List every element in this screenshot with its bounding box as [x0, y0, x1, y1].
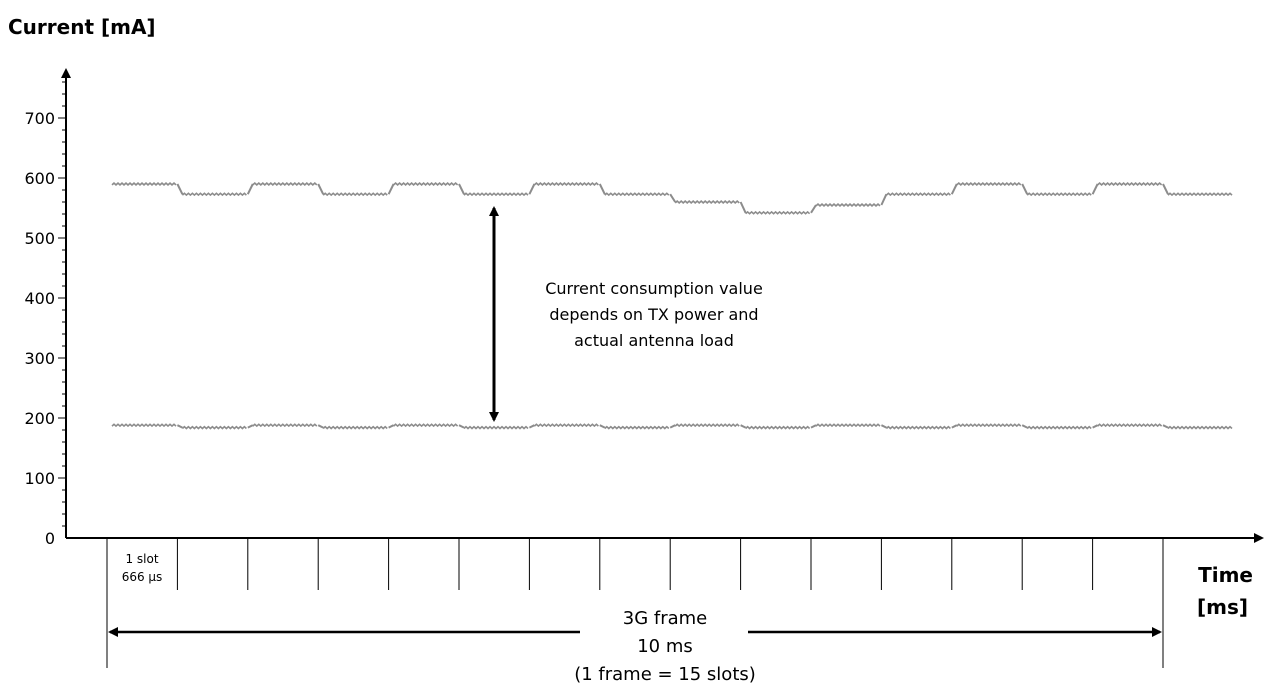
- series-2-transition: [317, 424, 324, 429]
- frame-label-line-2: 10 ms: [637, 636, 693, 657]
- y-tick-label: 100: [24, 469, 55, 488]
- frame-label-line-1: 3G frame: [623, 608, 708, 629]
- series-2-transition: [1092, 424, 1099, 429]
- series-1-transition: [950, 183, 958, 195]
- series-1-point: [533, 182, 599, 186]
- series-2-transition: [810, 424, 817, 429]
- series-1-point: [745, 210, 811, 215]
- series-1-point: [1026, 192, 1092, 197]
- y-tick-label: 200: [24, 409, 55, 428]
- series-2-transition: [176, 424, 183, 429]
- series-1-transition: [528, 183, 536, 195]
- series-1-transition: [598, 183, 606, 195]
- series-2-point: [393, 423, 459, 428]
- series-1-transition: [1021, 183, 1029, 195]
- series-2-point: [252, 423, 318, 428]
- series-2-point: [674, 423, 740, 428]
- series-2-transition: [528, 424, 535, 429]
- series-1-point: [181, 192, 247, 197]
- series-1-transition: [246, 183, 254, 195]
- series-group: [111, 182, 1233, 430]
- series-1-point: [111, 182, 177, 186]
- series-1-point: [322, 192, 388, 197]
- annotation-line-3: actual antenna load: [574, 331, 734, 350]
- y-tick-label: 600: [24, 169, 55, 188]
- series-1-point: [674, 200, 740, 204]
- y-tick-label: 500: [24, 229, 55, 248]
- series-1-point: [252, 182, 318, 186]
- axes: 0 100 200 300 400 500 600 700: [24, 68, 1264, 668]
- slot-label-line-2: 666 µs: [122, 570, 163, 584]
- series-1-transition: [387, 183, 395, 195]
- series-2-transition: [599, 424, 606, 429]
- y-tick-label: 700: [24, 109, 55, 128]
- series-2-point: [533, 423, 599, 428]
- series-1-point: [815, 203, 881, 207]
- series-2-point: [1097, 423, 1163, 428]
- series-2-point: [885, 425, 951, 430]
- series-1-point: [393, 182, 459, 186]
- series-2-point: [181, 425, 247, 430]
- series-2-point: [1167, 425, 1233, 430]
- series-2-point: [111, 423, 177, 428]
- series-2-transition: [388, 424, 395, 429]
- annotation-line-2: depends on TX power and: [549, 305, 758, 324]
- slot-label-line-1: 1 slot: [125, 552, 158, 566]
- series-1-point: [1097, 182, 1163, 186]
- series-2-point: [604, 425, 670, 430]
- series-2-point: [956, 423, 1022, 428]
- series-2-point: [745, 425, 811, 430]
- series-1: [111, 182, 1233, 215]
- series-1-transition: [1091, 183, 1099, 195]
- y-tick-label: 0: [45, 529, 55, 548]
- y-tick-label: 300: [24, 349, 55, 368]
- series-1-point: [1167, 192, 1233, 197]
- series-1-point: [956, 182, 1022, 186]
- series-1-point: [885, 192, 951, 197]
- series-2-point: [463, 425, 529, 430]
- series-1-transition: [880, 193, 888, 206]
- y-axis-title: Current [mA]: [8, 15, 156, 39]
- series-2-transition: [1021, 424, 1028, 429]
- series-2-transition: [247, 424, 254, 429]
- series-1-transition: [458, 183, 465, 195]
- series-2-point: [1026, 425, 1092, 430]
- series-1-transition: [1162, 183, 1169, 195]
- series-2-transition: [951, 424, 958, 429]
- x-axis-title-line1: Time: [1198, 563, 1253, 587]
- series-2-point: [322, 425, 388, 430]
- x-axis-title-line2: [ms]: [1197, 595, 1248, 619]
- series-1-transition: [810, 204, 817, 214]
- annotation-line-1: Current consumption value: [545, 279, 763, 298]
- series-1-point: [604, 192, 670, 197]
- series-2-transition: [880, 424, 887, 429]
- y-tick-label: 400: [24, 289, 55, 308]
- series-1-transition: [669, 193, 677, 203]
- series-2-transition: [458, 424, 465, 429]
- series-2-point: [815, 423, 881, 428]
- series-2-transition: [1162, 424, 1169, 429]
- series-1-transition: [317, 183, 325, 195]
- series-1-transition: [176, 183, 184, 195]
- series-1-transition: [739, 201, 747, 214]
- frame-label-line-3: (1 frame = 15 slots): [574, 664, 756, 685]
- series-2-transition: [669, 424, 676, 429]
- series-1-point: [463, 192, 529, 197]
- series-2-transition: [740, 424, 747, 429]
- series-2: [111, 423, 1233, 430]
